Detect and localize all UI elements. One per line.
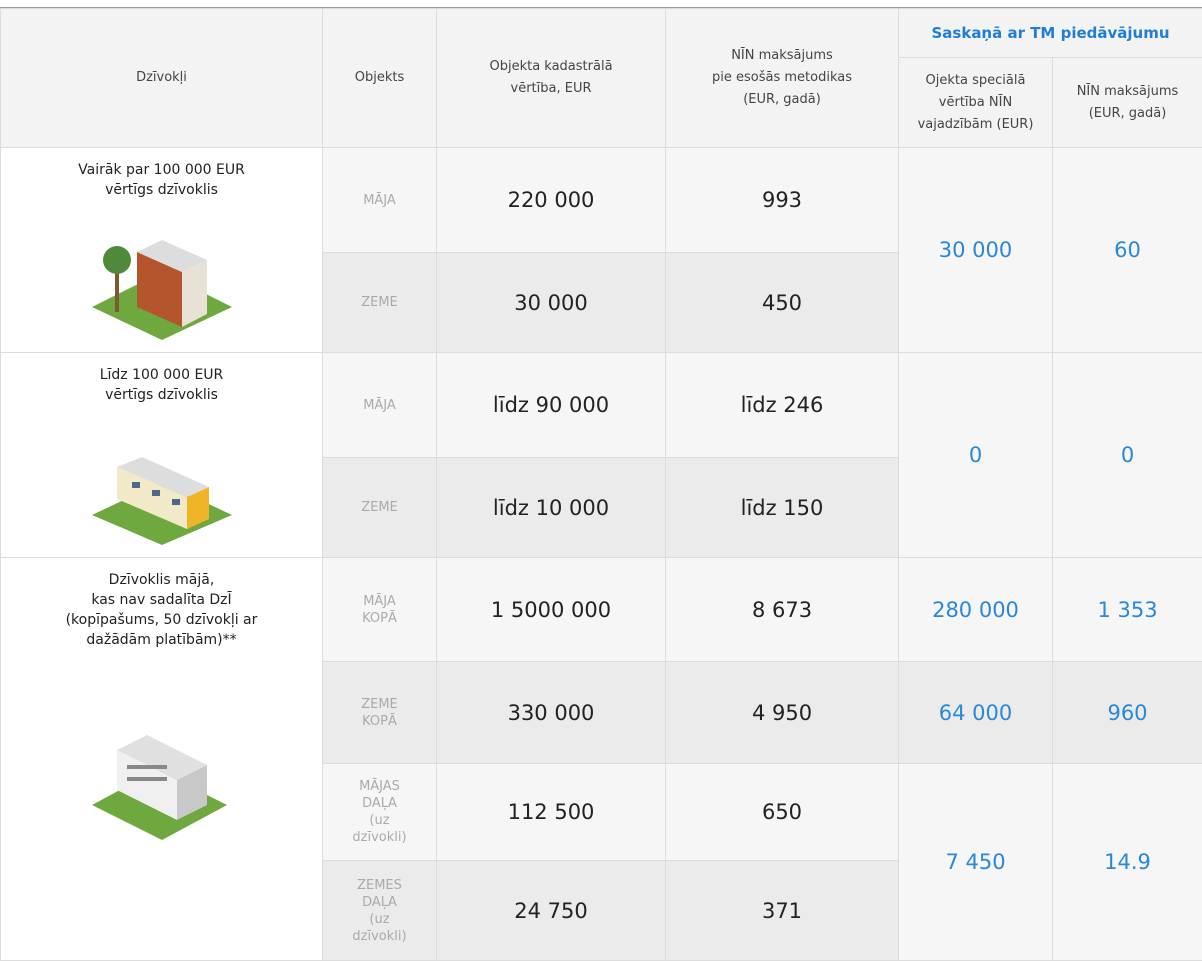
object: ZEME bbox=[323, 458, 437, 558]
payment: līdz 246 bbox=[666, 353, 899, 458]
proposal-payment: 14.9 bbox=[1053, 764, 1202, 961]
proposal-value: 0 bbox=[899, 353, 1053, 558]
payment: 450 bbox=[666, 253, 899, 353]
proposal-payment: 1 353 bbox=[1053, 558, 1202, 662]
object: MĀJAS DAĻA (uz dzīvokli) bbox=[323, 764, 437, 861]
group-label: Dzīvoklis mājā, kas nav sadalīta DzĪ (ko… bbox=[1, 570, 322, 650]
tax-table: Dzīvokļi Objekts Objekta kadastrālā vērt… bbox=[0, 8, 1202, 961]
group-label: Vairāk par 100 000 EUR vērtīgs dzīvoklis bbox=[1, 160, 322, 200]
object: ZEMES DAĻA (uz dzīvokli) bbox=[323, 861, 437, 961]
group-cell: Līdz 100 000 EUR vērtīgs dzīvoklis bbox=[1, 353, 323, 558]
proposal-value: 7 450 bbox=[899, 764, 1053, 961]
header: Objekta kadastrālā vērtība, EUR bbox=[437, 9, 666, 148]
proposal-value: 64 000 bbox=[899, 662, 1053, 764]
payment: 371 bbox=[666, 861, 899, 961]
payment: 993 bbox=[666, 148, 899, 253]
payment: 8 673 bbox=[666, 558, 899, 662]
cadastral: 330 000 bbox=[437, 662, 666, 764]
header: Ojekta speciālā vērtība NĪN vajadzībām (… bbox=[899, 58, 1053, 148]
object: ZEME bbox=[323, 253, 437, 353]
group-label: Līdz 100 000 EUR vērtīgs dzīvoklis bbox=[1, 365, 322, 405]
payment: 4 950 bbox=[666, 662, 899, 764]
header: Dzīvokļi bbox=[1, 9, 323, 148]
building-icon bbox=[87, 710, 237, 860]
group-header: Saskaņā ar TM piedāvājumu bbox=[899, 9, 1202, 58]
cadastral: 220 000 bbox=[437, 148, 666, 253]
building-icon bbox=[87, 437, 237, 547]
proposal-payment: 60 bbox=[1053, 148, 1202, 353]
header: NĪN maksājums pie esošās metodikas (EUR,… bbox=[666, 9, 899, 148]
object: MĀJA KOPĀ bbox=[323, 558, 437, 662]
proposal-value: 30 000 bbox=[899, 148, 1053, 353]
object: MĀJA bbox=[323, 353, 437, 458]
building-icon bbox=[87, 232, 237, 342]
proposal-payment: 0 bbox=[1053, 353, 1202, 558]
cadastral: līdz 90 000 bbox=[437, 353, 666, 458]
group-cell: Dzīvoklis mājā, kas nav sadalīta DzĪ (ko… bbox=[1, 558, 323, 961]
cadastral: līdz 10 000 bbox=[437, 458, 666, 558]
page: {"header":{"col1":"Dzīvokļi","col2":"Obj… bbox=[0, 0, 1202, 961]
payment: 650 bbox=[666, 764, 899, 861]
group-cell: Vairāk par 100 000 EUR vērtīgs dzīvoklis bbox=[1, 148, 323, 353]
cadastral: 112 500 bbox=[437, 764, 666, 861]
cadastral: 30 000 bbox=[437, 253, 666, 353]
header: Objekts bbox=[323, 9, 437, 148]
proposal-value: 280 000 bbox=[899, 558, 1053, 662]
proposal-payment: 960 bbox=[1053, 662, 1202, 764]
object: MĀJA bbox=[323, 148, 437, 253]
object: ZEME KOPĀ bbox=[323, 662, 437, 764]
payment: līdz 150 bbox=[666, 458, 899, 558]
cadastral: 1 5000 000 bbox=[437, 558, 666, 662]
header: NĪN maksājums (EUR, gadā) bbox=[1053, 58, 1202, 148]
cadastral: 24 750 bbox=[437, 861, 666, 961]
